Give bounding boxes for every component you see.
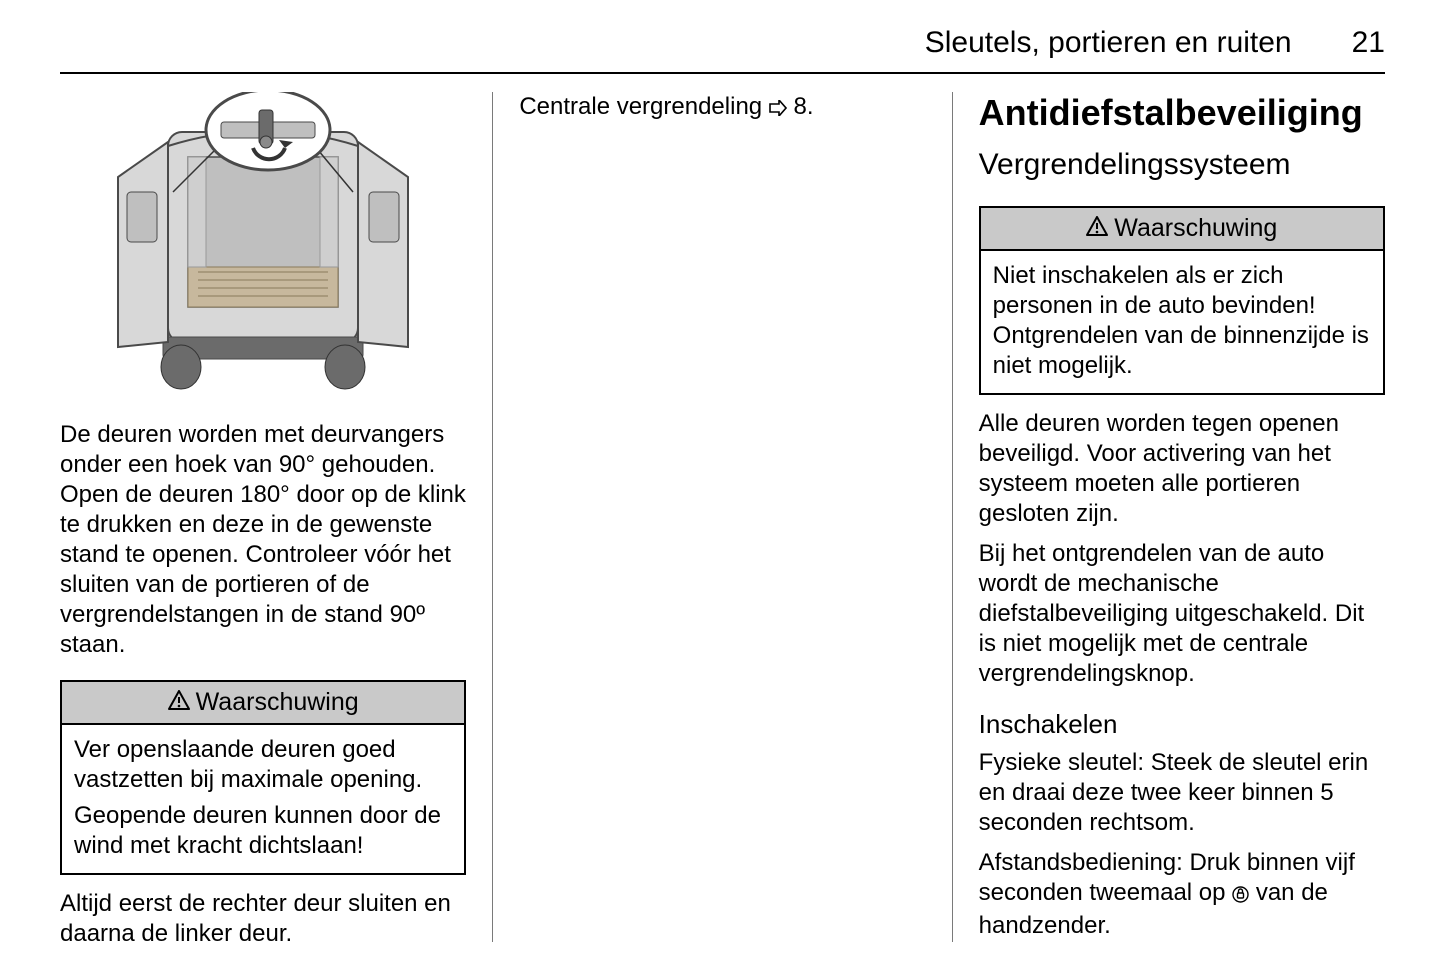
warning-box-doors: Waarschuwing Ver openslaande deuren goed… xyxy=(60,680,466,875)
column-3: Antidiefstalbeveiliging Vergrendelingssy… xyxy=(953,92,1385,942)
col3-heading-1: Antidiefstalbeveiliging xyxy=(979,92,1385,134)
warning-triangle-icon xyxy=(1086,214,1108,243)
page-header: Sleutels, portieren en ruiten 21 xyxy=(60,26,1385,74)
column-1: De deuren worden met deurvangers onder e… xyxy=(60,92,492,942)
warning-header-2: Waarschuwing xyxy=(981,208,1383,251)
header-title: Sleutels, portieren en ruiten xyxy=(925,26,1292,60)
warning-label-2: Waarschuwing xyxy=(1114,214,1277,243)
content-columns: De deuren worden met deurvangers onder e… xyxy=(60,92,1385,942)
van-rear-doors-illustration xyxy=(103,92,423,402)
col2-p1-pre: Centrale vergrendeling xyxy=(519,93,768,120)
col3-paragraph-2: Bij het ontgrendelen van de auto wordt d… xyxy=(979,539,1385,689)
warning-label: Waarschuwing xyxy=(196,688,359,717)
col3-paragraph-1: Alle deuren worden tegen openen beveilig… xyxy=(979,409,1385,529)
page: Sleutels, portieren en ruiten 21 xyxy=(0,0,1445,966)
col2-paragraph-1: Centrale vergrendeling 8. xyxy=(519,92,925,124)
reference-arrow-icon xyxy=(769,94,787,124)
col1-paragraph-1: De deuren worden met deurvangers onder e… xyxy=(60,420,466,660)
column-2: Centrale vergrendeling 8. xyxy=(493,92,951,942)
figure-rear-doors xyxy=(103,92,423,402)
col2-p1-post: . xyxy=(807,93,814,120)
col2-p1-ref: 8 xyxy=(793,93,806,120)
col3-heading-2: Vergrendelingssysteem xyxy=(979,148,1385,182)
warning2-p1: Niet inschakelen als er zich personen in… xyxy=(993,261,1371,381)
col3-paragraph-3: Fysieke sleutel: Steek de sleutel erin e… xyxy=(979,748,1385,838)
col3-paragraph-4: Afstandsbediening: Druk binnen vijf seco… xyxy=(979,848,1385,941)
warning-body: Ver openslaande deuren goed vastzetten b… xyxy=(62,725,464,873)
warning-body-2: Niet inschakelen als er zich personen in… xyxy=(981,251,1383,393)
warning-box-antitheft: Waarschuwing Niet inschakelen als er zic… xyxy=(979,206,1385,395)
warning-header: Waarschuwing xyxy=(62,682,464,725)
warning-p1: Ver openslaande deuren goed vastzetten b… xyxy=(74,735,452,795)
col1-paragraph-2: Altijd eerst de rechter deur sluiten en … xyxy=(60,889,466,949)
page-number: 21 xyxy=(1352,26,1385,60)
col3-heading-3: Inschakelen xyxy=(979,709,1385,740)
warning-triangle-icon xyxy=(168,688,190,717)
lock-icon xyxy=(1232,881,1249,911)
warning-p2: Geopende deuren kunnen door de wind met … xyxy=(74,801,452,861)
